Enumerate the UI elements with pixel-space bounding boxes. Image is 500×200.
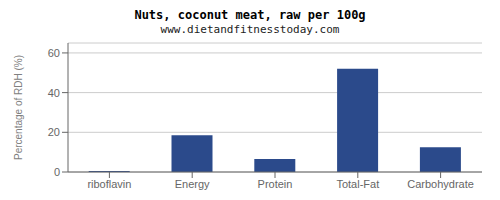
svg-text:60: 60 bbox=[48, 47, 60, 59]
svg-text:Percentage of RDH (%): Percentage of RDH (%) bbox=[13, 55, 24, 160]
html-text:www.dietandfitnesstoday.com: www.dietandfitnesstoday.com bbox=[160, 23, 340, 36]
svg-text:Total-Fat: Total-Fat bbox=[336, 178, 379, 190]
html-text:Nuts, coconut meat, raw per 10: Nuts, coconut meat, raw per 100g bbox=[134, 8, 366, 22]
svg-text:Protein: Protein bbox=[258, 178, 293, 190]
svg-text:riboflavin: riboflavin bbox=[87, 178, 131, 190]
svg-text:0: 0 bbox=[54, 166, 60, 178]
svg-text:40: 40 bbox=[48, 87, 60, 99]
svg-text:Carbohydrate: Carbohydrate bbox=[407, 178, 474, 190]
svg-text:20: 20 bbox=[48, 126, 60, 138]
svg-text:Energy: Energy bbox=[175, 178, 210, 190]
